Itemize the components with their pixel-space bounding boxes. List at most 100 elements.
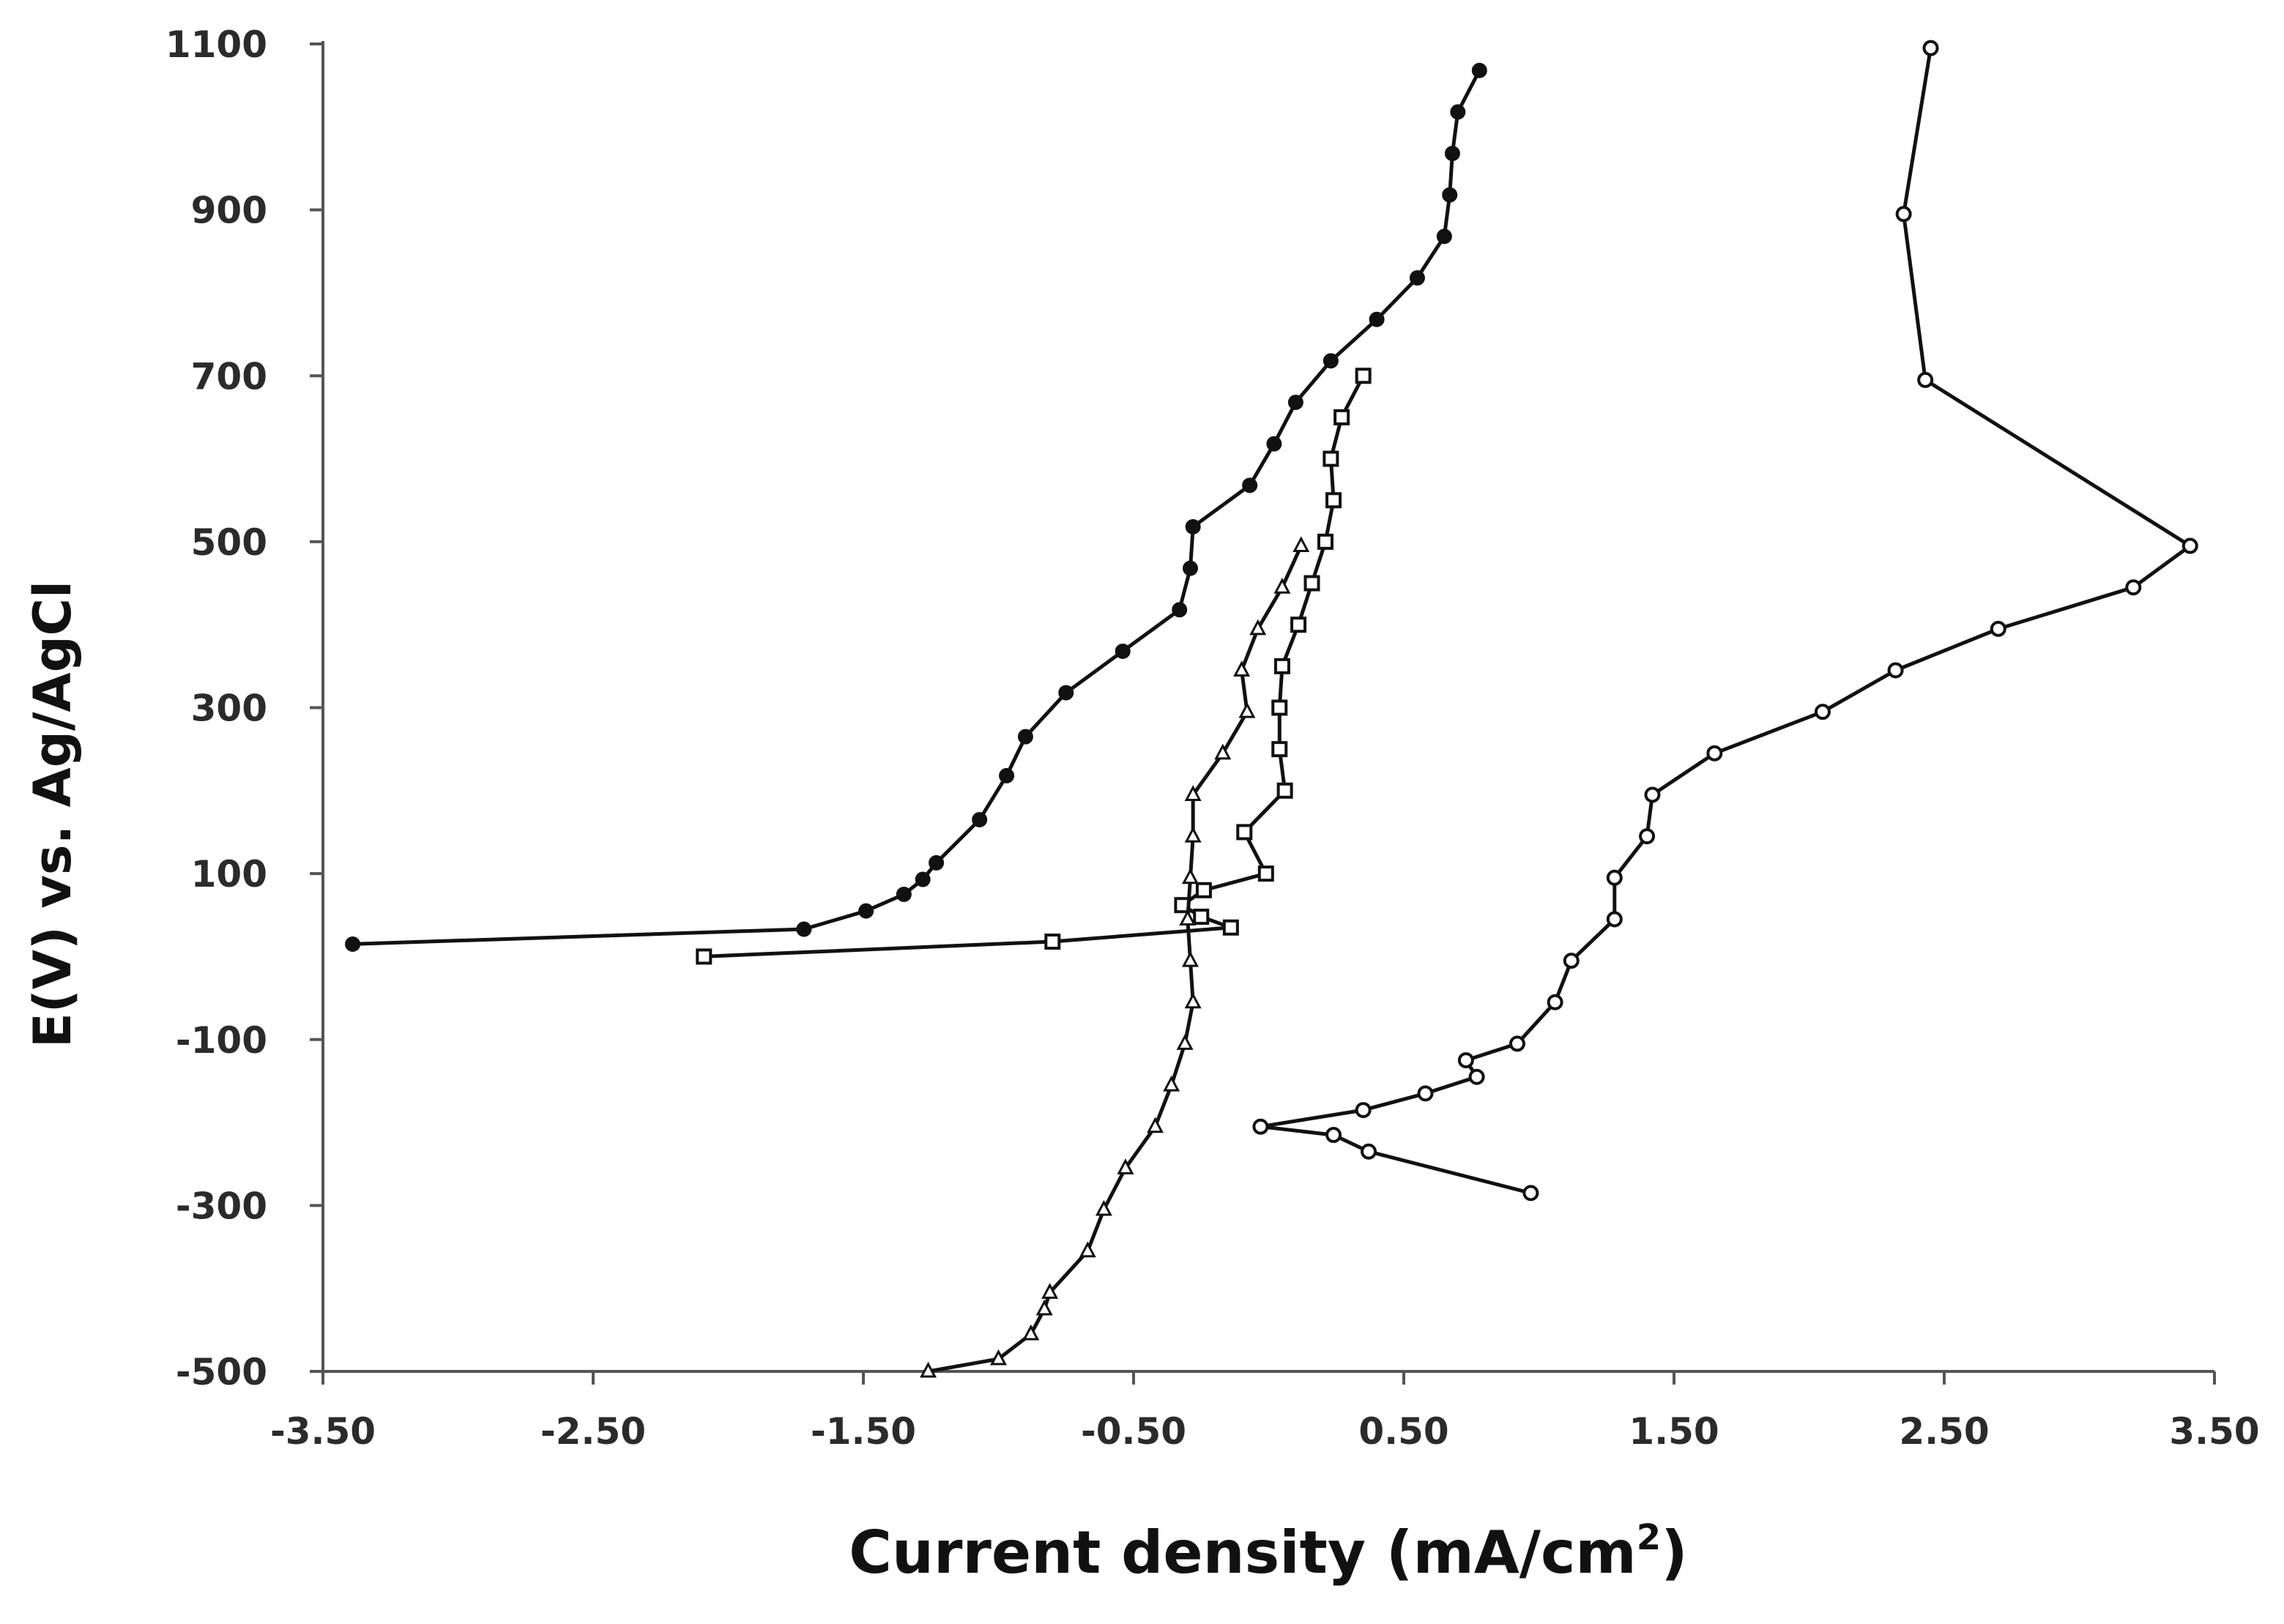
data-point <box>1022 1324 1040 1341</box>
data-point <box>1317 533 1333 550</box>
series-layer <box>345 40 2198 1378</box>
data-point <box>858 903 874 919</box>
data-point <box>1058 685 1074 701</box>
data-point <box>1369 311 1385 327</box>
x-tick-label: 0.50 <box>1358 1410 1448 1453</box>
data-point <box>1117 1158 1134 1174</box>
series-2 <box>696 368 1372 965</box>
data-point <box>1457 1052 1474 1069</box>
data-point <box>1917 371 1934 388</box>
data-point <box>1895 206 1912 223</box>
data-point <box>972 811 988 827</box>
data-point <box>1417 1085 1434 1102</box>
data-point <box>1242 477 1258 493</box>
data-point <box>1361 1143 1377 1160</box>
y-tick-label: 300 <box>191 688 267 730</box>
data-point <box>1990 620 2006 637</box>
data-point <box>1266 436 1282 452</box>
data-point <box>796 921 812 937</box>
series-line <box>1258 48 2192 1195</box>
x-tick-label: 1.50 <box>1629 1410 1719 1453</box>
data-point <box>1095 1199 1112 1216</box>
data-point <box>1639 828 1656 845</box>
series-4 <box>1252 40 2198 1202</box>
data-point <box>1044 934 1061 950</box>
y-tick-label: -500 <box>176 1351 267 1393</box>
data-point <box>1181 868 1199 884</box>
data-point <box>1563 953 1580 969</box>
x-tick-label: -0.50 <box>1081 1410 1186 1453</box>
data-point <box>1276 782 1293 799</box>
data-point <box>1041 1283 1059 1299</box>
data-point <box>1214 743 1232 760</box>
data-point <box>345 936 361 952</box>
data-point <box>1922 40 1939 56</box>
axes: 1100 900 700 500 300 100 -100 -300 -500-3.50 -2.5… <box>165 23 2260 1453</box>
data-point <box>1706 745 1723 761</box>
x-axis-title-close: ) <box>1661 1519 1688 1587</box>
data-point <box>2125 579 2142 596</box>
series-3 <box>920 536 1310 1378</box>
data-point <box>1450 104 1466 120</box>
data-point <box>1273 577 1291 594</box>
data-point <box>990 1349 1007 1366</box>
data-point <box>1233 660 1251 677</box>
data-point <box>1355 1102 1372 1119</box>
data-point <box>1644 786 1661 803</box>
y-tick-label: 900 <box>191 190 267 232</box>
data-point <box>1547 994 1563 1010</box>
y-tick-label: 100 <box>191 853 267 895</box>
data-point <box>1444 146 1460 162</box>
data-point <box>1176 1034 1194 1050</box>
data-point <box>1079 1241 1096 1258</box>
data-point <box>1185 518 1201 534</box>
y-tick-label: 500 <box>191 521 267 564</box>
data-point <box>1522 1185 1539 1202</box>
data-point <box>1887 662 1904 679</box>
data-point <box>896 886 912 902</box>
x-axis-title-sup: 2 <box>1637 1517 1661 1558</box>
data-point <box>696 948 713 965</box>
data-point <box>1325 1127 1342 1144</box>
x-tick-label: -3.50 <box>270 1410 376 1453</box>
data-point <box>1271 741 1288 758</box>
x-axis-title: Current density (mA/cm2) <box>849 1517 1687 1587</box>
data-point <box>1257 865 1274 882</box>
x-tick-label: -2.50 <box>540 1410 646 1453</box>
data-point <box>2181 537 2198 554</box>
data-point <box>1509 1035 1525 1052</box>
data-point <box>1252 1118 1269 1135</box>
data-point <box>1017 729 1033 745</box>
data-point <box>1292 536 1310 553</box>
data-point <box>1606 869 1623 886</box>
data-point <box>1436 228 1452 245</box>
data-point <box>1238 701 1256 718</box>
data-point <box>1290 617 1307 633</box>
data-point <box>1814 704 1831 720</box>
data-point <box>1222 919 1239 936</box>
data-point <box>1323 353 1339 369</box>
y-tick-label: -300 <box>176 1185 267 1227</box>
data-point <box>1181 950 1199 967</box>
data-point <box>1035 1299 1053 1316</box>
data-point <box>999 767 1015 783</box>
data-point <box>1184 785 1202 801</box>
data-point <box>1193 909 1210 925</box>
data-point <box>1355 368 1372 384</box>
data-point <box>1325 492 1342 509</box>
data-point <box>1303 575 1320 592</box>
data-point <box>915 871 931 887</box>
data-point <box>1287 395 1303 411</box>
y-tick-label: -100 <box>176 1019 267 1062</box>
x-tick-label: -1.50 <box>811 1410 916 1453</box>
x-tick-label: 2.50 <box>1899 1410 1989 1453</box>
series-line <box>352 70 1481 946</box>
data-point <box>1115 643 1131 659</box>
data-point <box>1271 699 1288 716</box>
data-point <box>1471 62 1487 78</box>
data-point <box>1163 1075 1180 1092</box>
x-axis-title-main: Current density (mA/cm <box>849 1519 1636 1587</box>
data-point <box>1195 882 1212 898</box>
data-point <box>1442 187 1458 203</box>
